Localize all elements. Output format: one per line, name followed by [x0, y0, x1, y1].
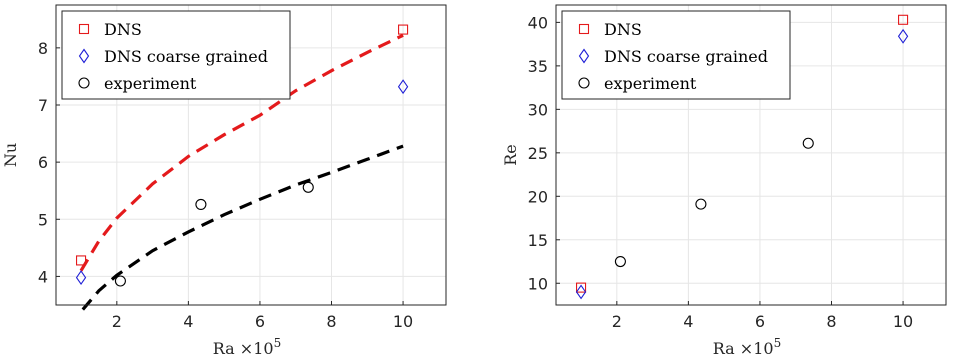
data-point-circle: [302, 181, 314, 193]
data-point-circle: [195, 198, 207, 210]
legend-marker-square: [578, 23, 590, 35]
legend-marker-circle: [578, 77, 590, 89]
y-tick-label: 7: [38, 96, 48, 115]
y-tick-label: 4: [38, 267, 48, 286]
fit-curve-1: [79, 33, 404, 272]
fit-curve-2: [81, 144, 404, 311]
x-tick-label: 4: [183, 312, 193, 331]
axes-box: [55, 4, 447, 306]
data-point-circle: [614, 255, 626, 268]
y-tick-label: 8: [38, 39, 48, 58]
data-point-square: [575, 282, 587, 293]
data-point-circle: [695, 198, 707, 210]
legend-entry: experiment: [604, 74, 697, 93]
x-tick-label: 8: [326, 312, 336, 331]
y-tick-label: 40: [528, 13, 548, 32]
x-tick-label: 8: [826, 312, 836, 331]
data-point-diamond: [575, 284, 587, 300]
data-point-square: [75, 255, 87, 266]
y-tick-label: 30: [528, 100, 548, 119]
x-tick-label: 10: [393, 312, 413, 331]
legend-marker-diamond: [78, 48, 90, 64]
legend-marker-circle: [78, 77, 90, 89]
legend-entry: experiment: [104, 74, 197, 93]
y-tick-label: 35: [528, 57, 548, 76]
x-axis-label: Ra ×105: [713, 336, 781, 358]
y-tick-label: 15: [528, 231, 548, 250]
legend-entry: DNS: [604, 20, 642, 39]
y-axis-label: Nu: [1, 143, 20, 167]
legend-marker-square: [78, 23, 90, 35]
x-tick-label: 6: [755, 312, 765, 331]
y-axis-label: Re: [501, 144, 520, 166]
x-tick-label: 6: [255, 312, 265, 331]
x-tick-label: 4: [683, 312, 693, 331]
x-axis-label: Ra ×105: [213, 336, 281, 358]
chart-panel-1: 2 4 6 8 10 4 5 6 7 8 Ra ×105 Nu DNS DNS coarse graine…: [1, 4, 447, 358]
y-tick-label: 20: [528, 187, 548, 206]
axes-box: [555, 4, 947, 306]
data-point-diamond: [397, 79, 409, 95]
data-point-square: [898, 14, 909, 25]
data-point-diamond: [75, 270, 87, 286]
x-tick-label: 2: [612, 312, 622, 331]
x-tick-label: 2: [112, 312, 122, 331]
data-point-diamond: [897, 28, 909, 44]
data-point-circle: [114, 275, 126, 287]
chart-panel-2: 2 4 6 8 10 10 15 20 25 30 35 40 Ra ×105 Re DNS DNS coar…: [501, 4, 947, 358]
data-point-square: [398, 24, 409, 35]
legend-box: [561, 10, 791, 100]
x-tick-label: 10: [893, 312, 913, 331]
legend-entry: DNS: [104, 20, 142, 39]
legend-marker-diamond: [578, 48, 590, 64]
data-point-circle: [802, 137, 814, 149]
y-tick-label: 25: [528, 144, 548, 163]
y-tick-label: 10: [528, 274, 548, 293]
y-tick-label: 5: [38, 210, 48, 229]
legend-box: [61, 10, 291, 100]
legend-entry: DNS coarse grained: [104, 47, 268, 66]
legend-entry: DNS coarse grained: [604, 47, 768, 66]
y-tick-label: 6: [38, 153, 48, 172]
